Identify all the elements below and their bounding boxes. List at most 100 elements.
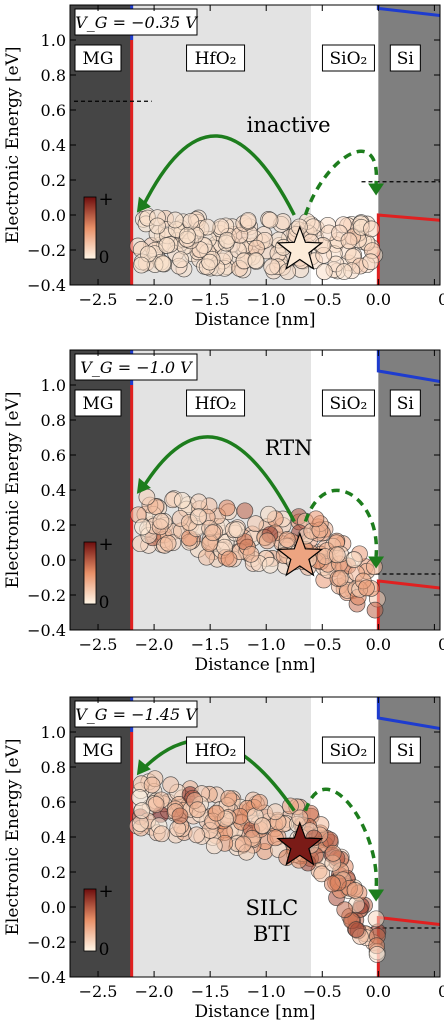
region-label: Si	[397, 49, 415, 69]
y-tick-label: 0.4	[41, 136, 66, 155]
x-axis-label: Distance [nm]	[194, 1002, 315, 1022]
defect-point	[234, 835, 252, 853]
region-label-box	[186, 389, 246, 417]
defect-point	[313, 865, 331, 883]
defect-point	[154, 255, 172, 273]
x-tick-label: −2.5	[79, 635, 118, 654]
x-tick-label: −2.5	[79, 290, 118, 309]
region-label-box	[74, 44, 122, 72]
transition-arrows	[136, 134, 385, 216]
y-tick-label: 0.0	[41, 206, 66, 225]
annotation-label: BTI	[253, 922, 291, 946]
region-label-box	[321, 44, 375, 72]
highlight-defect-star	[276, 225, 324, 271]
defect-point	[366, 601, 384, 619]
defect-cloud	[129, 207, 384, 281]
region-label-box	[389, 736, 421, 764]
x-tick-label: 0.	[438, 290, 444, 309]
y-tick-label: −0.4	[27, 621, 66, 640]
defect-point	[358, 579, 375, 597]
colorbar-top-label: +	[98, 881, 113, 902]
defect-point	[368, 946, 386, 963]
defect-point	[307, 510, 325, 528]
defect-point	[220, 789, 238, 807]
hfo2-capture-arrow	[141, 134, 296, 216]
x-tick-label: −1.0	[247, 635, 286, 654]
defect-point	[198, 218, 216, 236]
y-tick-label: 0.0	[41, 551, 66, 570]
region-label-box	[321, 736, 375, 764]
transition-arrows	[136, 435, 385, 569]
x-tick-label: −0.5	[303, 635, 342, 654]
emission-arrowhead	[368, 183, 385, 196]
x-axis-label: Distance [nm]	[194, 310, 315, 330]
x-tick-label: −1.0	[247, 982, 286, 1001]
defect-point	[347, 921, 365, 938]
defect-point	[190, 493, 208, 511]
defect-point	[278, 531, 296, 548]
defect-point	[336, 901, 354, 919]
region-label-box	[389, 389, 421, 417]
x-tick-label: −2.5	[79, 982, 118, 1001]
si-conduction-band	[376, 697, 440, 730]
defect-point	[179, 227, 196, 244]
region-label-box	[186, 736, 246, 764]
defect-point	[340, 232, 358, 250]
defect-point	[147, 796, 165, 813]
vg-label-box	[74, 8, 198, 36]
region-label: MG	[83, 49, 114, 69]
y-tick-label: 1.0	[41, 723, 66, 742]
x-tick-label: −2.0	[135, 290, 174, 309]
y-tick-label: 0.8	[41, 758, 66, 777]
defect-point	[323, 875, 341, 893]
defect-point	[242, 545, 260, 563]
x-tick-label: −0.5	[303, 982, 342, 1001]
x-axis-label: Distance [nm]	[194, 655, 315, 675]
vg-label: V_G = −0.35 V	[75, 13, 198, 32]
defect-point	[172, 251, 190, 269]
y-tick-label: 0.2	[41, 516, 66, 535]
defect-point	[133, 256, 150, 274]
y-axis-label: Electronic Energy [eV]	[3, 392, 23, 589]
y-axis-label: Electronic Energy [eV]	[3, 739, 23, 936]
defect-point	[134, 518, 151, 536]
defect-point	[207, 804, 225, 822]
capture-arrowhead	[136, 196, 151, 213]
y-axis-label: Electronic Energy [eV]	[3, 47, 23, 244]
vg-label-box	[74, 353, 198, 381]
defect-point	[189, 801, 206, 819]
region-label-box	[74, 736, 122, 764]
x-tick-label: −1.5	[191, 290, 230, 309]
annotation-label: RTN	[265, 436, 313, 460]
defect-point	[239, 212, 257, 229]
defect-point	[254, 817, 271, 834]
x-tick-label: 0.	[438, 982, 444, 1001]
defect-point	[159, 534, 177, 552]
defect-point	[247, 515, 264, 533]
defect-point	[261, 211, 279, 229]
defect-point	[205, 837, 223, 855]
defect-point	[367, 910, 385, 928]
defect-point	[236, 502, 254, 520]
defect-point	[251, 793, 268, 811]
capture-arrowhead	[136, 759, 151, 776]
colorbar	[83, 541, 97, 605]
x-tick-label: 0.0	[366, 635, 391, 654]
sio2-emission-arrow	[303, 149, 379, 216]
defect-point	[173, 492, 191, 509]
hfo2-capture-arrow	[141, 435, 296, 523]
x-tick-label: 0.0	[366, 290, 391, 309]
region-label-box	[389, 44, 421, 72]
sio2-emission-arrow	[303, 488, 379, 557]
highlight-defect-star	[276, 531, 324, 577]
panel-2: MG HfO₂ SiO₂ Si V_G = −1.0 V RTN +0 −2.5 −2.0 −1.…	[3, 349, 444, 675]
defect-point	[153, 825, 171, 843]
defect-point	[363, 220, 380, 238]
colorbar-top-label: +	[98, 189, 113, 210]
defect-cloud	[128, 770, 387, 963]
panel-1: MG HfO₂ SiO₂ SiV_G = −0.35 Vinactive+0−2.5−…	[3, 4, 444, 330]
colorbar-top-label: +	[98, 534, 113, 555]
y-tick-label: 0.8	[41, 411, 66, 430]
